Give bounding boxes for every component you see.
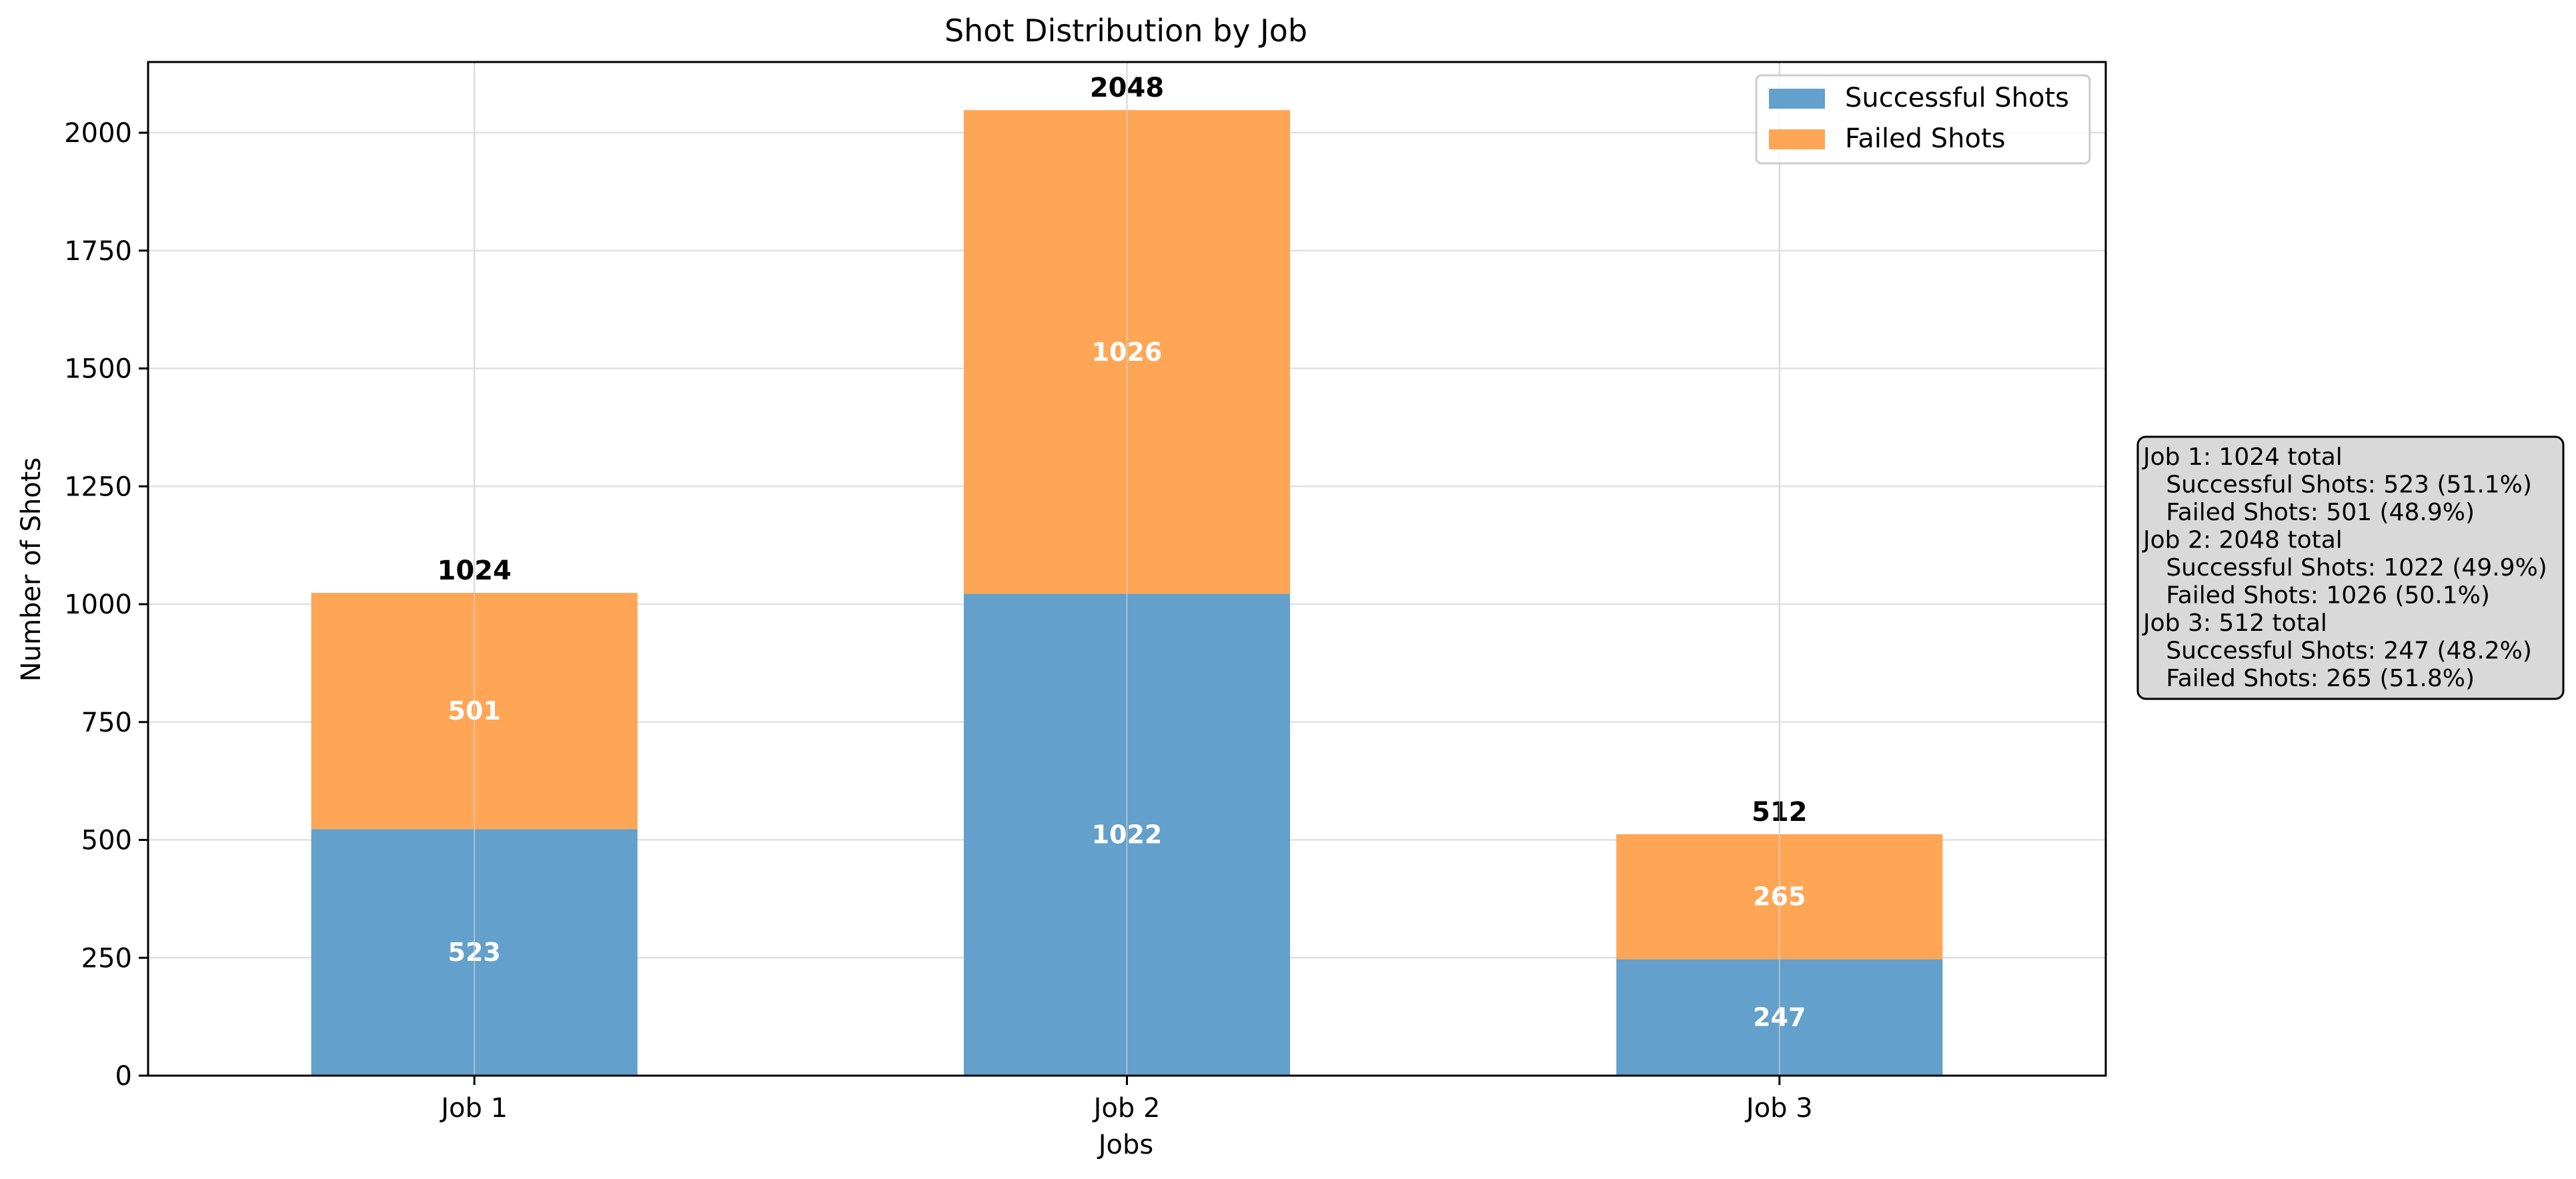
summary-line: Failed Shots: 501 (48.9%) [2143,499,2475,526]
x-tick-label: Job 1 [439,1093,508,1124]
summary-line: Successful Shots: 1022 (49.9%) [2143,554,2547,581]
legend-swatch-successful [1769,89,1825,109]
y-tick-label: 1250 [64,471,132,502]
y-tick-label: 1500 [64,354,132,385]
summary-line: Job 1: 1024 total [2142,443,2343,471]
legend-swatch-failed [1769,129,1825,149]
chart-title: Shot Distribution by Job [944,13,1307,49]
summary-line: Successful Shots: 247 (48.2%) [2143,638,2532,665]
y-tick-label: 750 [81,708,132,738]
y-tick-label: 0 [115,1061,132,1092]
summary-line: Failed Shots: 1026 (50.1%) [2143,582,2490,610]
y-tick-label: 1750 [64,236,132,267]
y-tick-label: 1000 [64,590,132,620]
summary-line: Job 3: 512 total [2142,610,2327,637]
legend-label-failed: Failed Shots [1845,123,2006,154]
x-axis-label: Jobs [1097,1130,1154,1160]
axes: 0 250 500 750 1000 1250 1500 1750 2000 Job 1 Job 2… [64,118,1813,1124]
summary-line: Job 2: 2048 total [2142,527,2343,554]
legend-label-successful: Successful Shots [1845,83,2069,113]
legend: Successful Shots Failed Shots [1755,74,2091,165]
x-tick-label: Job 3 [1744,1093,1813,1124]
summary-box: Job 1: 1024 total Successful Shots: 523 … [2136,435,2565,700]
y-axis-label: Number of Shots [16,457,47,682]
x-tick-label: Job 2 [1092,1093,1161,1124]
summary-line: Failed Shots: 265 (51.8%) [2143,665,2475,692]
summary-line: Successful Shots: 523 (51.1%) [2143,471,2532,499]
y-tick-label: 250 [81,943,132,974]
y-tick-label: 2000 [64,118,132,149]
y-tick-label: 500 [81,826,132,856]
